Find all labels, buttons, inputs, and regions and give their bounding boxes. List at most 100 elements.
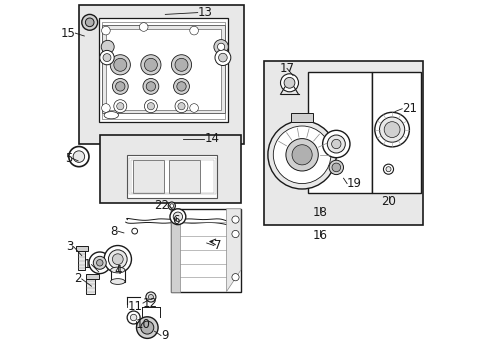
Bar bbox=[102, 22, 224, 119]
Circle shape bbox=[178, 103, 185, 110]
Text: 3: 3 bbox=[66, 240, 73, 253]
Circle shape bbox=[89, 252, 110, 274]
Circle shape bbox=[102, 26, 110, 35]
Circle shape bbox=[141, 321, 153, 334]
Circle shape bbox=[273, 126, 330, 184]
Circle shape bbox=[331, 163, 340, 172]
Circle shape bbox=[285, 139, 318, 171]
Bar bbox=[264, 61, 422, 225]
Circle shape bbox=[284, 77, 294, 88]
Circle shape bbox=[81, 14, 98, 30]
Circle shape bbox=[96, 260, 103, 266]
Circle shape bbox=[112, 254, 123, 265]
Circle shape bbox=[267, 121, 336, 189]
Text: 7: 7 bbox=[213, 239, 221, 252]
Text: 19: 19 bbox=[346, 177, 361, 190]
Circle shape bbox=[189, 104, 198, 112]
Text: 22: 22 bbox=[154, 199, 168, 212]
Bar bbox=[99, 18, 228, 122]
Ellipse shape bbox=[110, 279, 125, 284]
Circle shape bbox=[146, 82, 155, 91]
Bar bbox=[106, 29, 221, 110]
Circle shape bbox=[280, 74, 298, 92]
Bar bbox=[86, 278, 95, 294]
Bar bbox=[307, 72, 371, 193]
Circle shape bbox=[130, 314, 137, 321]
Circle shape bbox=[148, 294, 153, 300]
Text: 6: 6 bbox=[172, 214, 180, 227]
Bar bbox=[101, 135, 241, 203]
Bar bbox=[76, 246, 87, 251]
Circle shape bbox=[108, 250, 127, 269]
Circle shape bbox=[213, 40, 228, 54]
Bar bbox=[170, 209, 241, 292]
Circle shape bbox=[93, 256, 106, 269]
Circle shape bbox=[115, 82, 125, 91]
Circle shape bbox=[322, 130, 349, 158]
Circle shape bbox=[231, 230, 239, 238]
Text: 4: 4 bbox=[114, 264, 122, 277]
Circle shape bbox=[215, 50, 230, 66]
Circle shape bbox=[139, 23, 148, 31]
Circle shape bbox=[173, 212, 182, 221]
Bar bbox=[131, 160, 213, 193]
Text: 15: 15 bbox=[61, 27, 75, 40]
Text: 11: 11 bbox=[127, 300, 142, 313]
Circle shape bbox=[217, 43, 224, 50]
Circle shape bbox=[291, 145, 311, 165]
Bar bbox=[371, 72, 420, 193]
Circle shape bbox=[103, 54, 111, 62]
Circle shape bbox=[383, 164, 393, 174]
Circle shape bbox=[177, 82, 186, 91]
Text: 13: 13 bbox=[197, 6, 212, 19]
Circle shape bbox=[117, 103, 123, 110]
Circle shape bbox=[101, 40, 114, 53]
Circle shape bbox=[170, 209, 185, 225]
Bar bbox=[86, 274, 99, 279]
Circle shape bbox=[100, 50, 114, 65]
Circle shape bbox=[384, 122, 399, 138]
Circle shape bbox=[144, 58, 157, 71]
Text: 5: 5 bbox=[65, 152, 72, 165]
Circle shape bbox=[326, 135, 345, 153]
Bar bbox=[291, 113, 312, 122]
Circle shape bbox=[189, 26, 198, 35]
Text: 12: 12 bbox=[142, 297, 158, 310]
Circle shape bbox=[112, 78, 128, 94]
Text: 10: 10 bbox=[136, 318, 150, 331]
Circle shape bbox=[114, 100, 126, 113]
Circle shape bbox=[136, 317, 158, 338]
Ellipse shape bbox=[168, 202, 175, 210]
Text: 14: 14 bbox=[204, 132, 219, 145]
Circle shape bbox=[141, 55, 161, 75]
Bar bbox=[127, 155, 217, 198]
Circle shape bbox=[85, 18, 94, 27]
Bar bbox=[78, 249, 85, 270]
Circle shape bbox=[73, 151, 84, 162]
Circle shape bbox=[331, 139, 340, 149]
Ellipse shape bbox=[104, 112, 118, 119]
Bar bbox=[129, 158, 215, 194]
Circle shape bbox=[69, 147, 89, 167]
Text: 16: 16 bbox=[312, 229, 327, 242]
Bar bbox=[79, 5, 244, 144]
Bar bbox=[102, 22, 224, 119]
Circle shape bbox=[328, 160, 343, 175]
Circle shape bbox=[144, 100, 157, 113]
Circle shape bbox=[379, 117, 404, 142]
Bar bbox=[133, 160, 163, 193]
Circle shape bbox=[385, 167, 390, 172]
Text: 21: 21 bbox=[401, 102, 416, 115]
Text: 20: 20 bbox=[380, 195, 395, 208]
Circle shape bbox=[147, 103, 154, 110]
Bar bbox=[170, 209, 179, 292]
Circle shape bbox=[104, 246, 131, 273]
Circle shape bbox=[127, 311, 140, 324]
Circle shape bbox=[142, 78, 159, 94]
Text: 18: 18 bbox=[312, 206, 327, 219]
Circle shape bbox=[132, 228, 137, 234]
Circle shape bbox=[374, 112, 408, 147]
Polygon shape bbox=[226, 209, 241, 292]
Circle shape bbox=[231, 274, 239, 281]
Bar bbox=[168, 160, 199, 193]
